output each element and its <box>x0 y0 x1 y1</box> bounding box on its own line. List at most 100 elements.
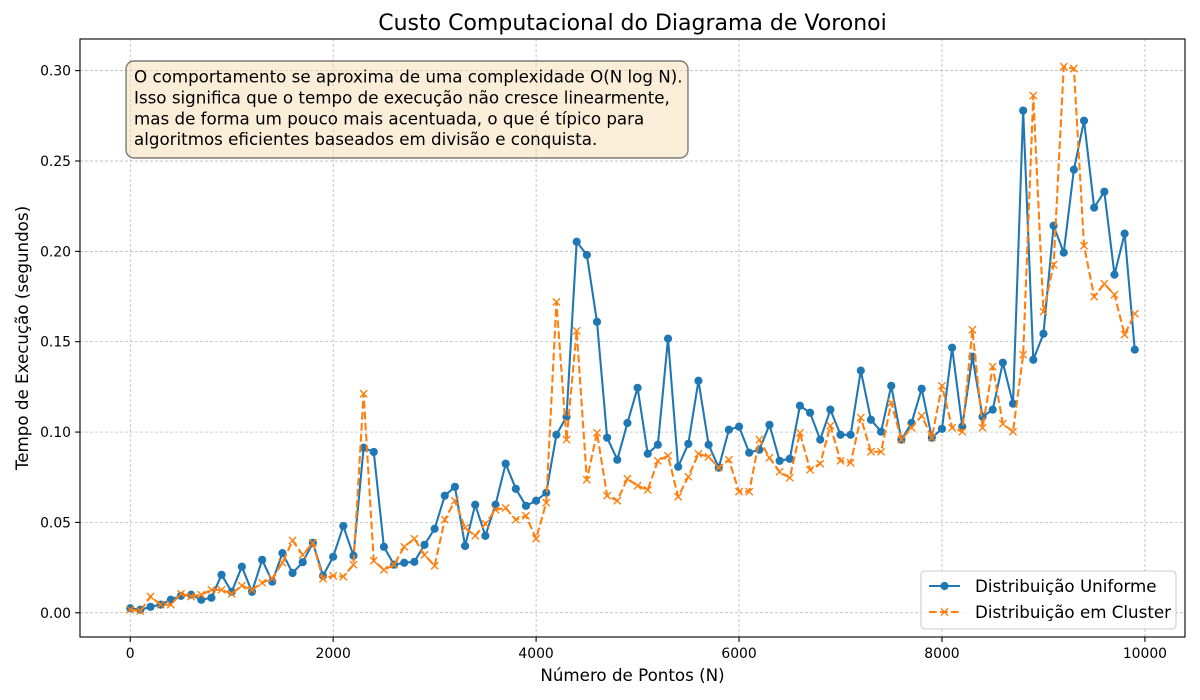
data-point-cluster <box>734 487 744 496</box>
data-point-uniform <box>278 549 287 558</box>
data-point-uniform <box>420 540 429 549</box>
data-point-uniform <box>846 430 855 439</box>
chart-title: Custo Computacional do Diagrama de Voron… <box>378 11 887 36</box>
data-point-uniform <box>805 408 815 417</box>
data-point-uniform <box>532 496 541 505</box>
data-point-uniform <box>745 448 754 457</box>
data-point-cluster <box>724 455 733 464</box>
data-point-cluster <box>562 435 571 444</box>
data-point-cluster <box>349 560 358 569</box>
data-point-cluster <box>866 447 876 456</box>
data-point-cluster <box>816 459 825 468</box>
data-point-cluster <box>694 449 703 458</box>
data-point-uniform <box>603 433 612 442</box>
data-point-uniform <box>836 430 845 439</box>
data-point-cluster <box>298 550 307 560</box>
legend-handle-cluster <box>929 607 960 617</box>
data-point-uniform <box>298 558 307 567</box>
data-point-cluster <box>227 589 236 598</box>
data-point-uniform <box>623 418 632 428</box>
data-point-uniform <box>450 482 460 491</box>
data-point-cluster <box>704 452 713 461</box>
data-point-cluster <box>1008 427 1018 436</box>
data-point-cluster <box>521 511 531 520</box>
ticks: 0 2000 4000 6000 8000 10000 0.00 0.05 0.10 0.15 0.… <box>40 64 1167 662</box>
data-point-cluster <box>917 411 926 420</box>
data-point-cluster <box>542 498 551 507</box>
data-point-cluster <box>258 578 267 587</box>
data-point-uniform <box>217 570 226 579</box>
data-point-uniform <box>369 447 378 457</box>
data-point-cluster <box>1120 330 1129 339</box>
series-line-uniform <box>130 109 1136 611</box>
data-point-cluster <box>1019 350 1028 359</box>
data-point-cluster <box>197 590 206 599</box>
x-tick-label: 6000 <box>721 646 756 662</box>
data-point-cluster <box>359 389 368 398</box>
data-point-cluster <box>268 574 277 583</box>
data-point-cluster <box>1059 62 1068 71</box>
data-point-uniform <box>207 593 216 602</box>
data-point-uniform <box>501 459 510 468</box>
data-point-cluster <box>785 473 794 482</box>
x-axis-label: Número de Pontos (N) <box>540 665 724 685</box>
data-point-uniform <box>1090 203 1099 212</box>
data-point-cluster <box>176 589 186 598</box>
data-point-uniform <box>978 412 987 421</box>
y-tick-label: 0.05 <box>40 515 71 531</box>
data-point-uniform <box>1130 345 1139 354</box>
data-point-uniform <box>247 587 257 596</box>
y-tick-label: 0.30 <box>40 64 71 80</box>
data-point-cluster <box>643 485 652 494</box>
data-point-cluster <box>400 542 409 551</box>
y-axis-label: Tempo de Execução (segundos) <box>12 206 32 471</box>
data-point-uniform <box>684 439 693 448</box>
data-point-uniform <box>511 484 520 493</box>
data-point-cluster <box>318 574 328 583</box>
data-point-uniform <box>379 542 389 551</box>
data-point-cluster <box>897 435 906 444</box>
data-point-uniform <box>440 491 449 500</box>
data-point-uniform <box>521 501 531 510</box>
data-point-cluster <box>217 585 226 594</box>
data-point-cluster <box>339 572 348 581</box>
data-point-uniform <box>937 424 947 433</box>
data-point-cluster <box>1090 292 1099 301</box>
annotation-line: Isso significa que o tempo de execução n… <box>134 87 670 107</box>
data-point-uniform <box>674 462 683 471</box>
data-point-cluster <box>501 503 510 513</box>
data-point-uniform <box>582 250 591 260</box>
data-point-cluster <box>978 423 987 432</box>
data-point-cluster <box>156 600 165 609</box>
data-point-uniform <box>1029 355 1038 364</box>
annotation-background <box>125 60 689 159</box>
data-point-cluster <box>166 600 175 609</box>
data-point-cluster <box>775 467 784 476</box>
data-point-uniform <box>410 557 419 566</box>
data-point-cluster <box>674 492 683 501</box>
x-tick-label: 0 <box>126 646 135 662</box>
data-point-cluster <box>278 558 287 567</box>
data-point-uniform <box>491 500 500 509</box>
data-point-uniform <box>613 455 622 464</box>
series-uniform <box>126 106 1139 614</box>
data-point-cluster <box>379 565 388 574</box>
data-point-uniform <box>795 401 805 410</box>
annotation-line: O comportamento se aproxima de uma compl… <box>134 67 683 87</box>
data-point-cluster <box>1069 64 1078 73</box>
data-point-uniform <box>572 237 581 246</box>
data-point-cluster <box>187 592 196 601</box>
data-point-uniform <box>1059 248 1068 257</box>
data-point-cluster <box>207 585 216 594</box>
data-point-cluster <box>511 515 520 524</box>
data-point-cluster <box>430 561 439 570</box>
data-point-cluster <box>603 491 612 500</box>
data-point-uniform <box>1039 329 1048 338</box>
data-point-cluster <box>1110 290 1119 299</box>
legend-handle-uniform <box>929 581 960 591</box>
axes-frame <box>79 38 1186 638</box>
data-point-uniform <box>329 552 338 561</box>
data-point-cluster <box>572 326 581 335</box>
data-point-uniform <box>998 358 1007 367</box>
data-point-cluster <box>532 534 541 543</box>
